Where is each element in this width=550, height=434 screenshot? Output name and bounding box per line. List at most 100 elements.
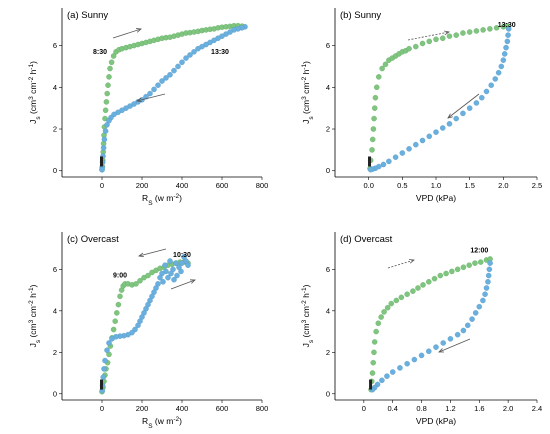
series-morning	[99, 259, 191, 395]
y-tick-label: 2	[53, 125, 57, 134]
data-point	[419, 137, 426, 144]
data-point	[505, 32, 511, 38]
direction-arrow	[387, 259, 415, 269]
data-point	[454, 331, 461, 338]
data-point	[160, 279, 166, 285]
time-annotation: 13:30	[498, 22, 516, 29]
y-axis-label: Js (cm3 cm-2 h-1)	[301, 284, 315, 347]
x-tick-label: 1.0	[431, 181, 441, 190]
y-tick-label: 6	[326, 265, 330, 274]
data-point	[466, 29, 473, 35]
data-point	[466, 262, 472, 268]
panel-label: (d) Overcast	[340, 234, 393, 245]
chart-panel-4: 0 0.4 0.8 1.2 1.6 2.0 2.4 0 2 4 6 (d) Overcast VPD (…	[301, 232, 542, 426]
x-axis-label: VPD (kPa)	[416, 193, 456, 203]
x-tick-label: 0	[100, 181, 104, 190]
data-point	[108, 59, 115, 65]
x-tick-label: 2.4	[532, 404, 542, 413]
data-point	[384, 304, 391, 311]
arrow-head	[447, 113, 453, 119]
data-point	[167, 258, 173, 264]
time-annotation: 12:00	[470, 248, 488, 255]
x-tick-label: 400	[176, 181, 189, 190]
y-tick-label: 6	[53, 41, 57, 50]
data-point	[370, 126, 377, 132]
data-point	[371, 105, 378, 111]
y-tick-label: 4	[326, 83, 330, 92]
data-point	[426, 38, 433, 45]
data-point	[476, 303, 483, 310]
x-tick-label: 0.0	[363, 181, 373, 190]
data-point	[501, 51, 508, 57]
data-point	[469, 316, 475, 322]
data-point	[419, 40, 426, 47]
data-point	[103, 99, 110, 105]
y-tick-label: 6	[53, 265, 57, 274]
data-point	[137, 277, 143, 284]
data-point	[379, 65, 385, 72]
data-point	[453, 32, 459, 38]
direction-arrow	[136, 93, 166, 102]
data-point	[151, 86, 157, 93]
data-point	[110, 53, 117, 59]
chart-panel-2: 0.0 0.5 1.0 1.5 2.0 2.5 0 2 4 6 (b) Sunny VPD (kPa)…	[301, 8, 542, 203]
x-tick-label: 1.5	[464, 181, 474, 190]
panel-label: (b) Sunny	[340, 10, 381, 21]
chart-panel-3: 0 200 400 600 800 0 2 4 6 (c) Overcast RS (w m-2) J…	[28, 232, 268, 430]
x-tick-label: 1.2	[445, 404, 455, 413]
time-annotation: 9:00	[113, 273, 127, 280]
data-point	[437, 272, 444, 279]
data-point	[162, 262, 168, 268]
data-point	[173, 260, 179, 266]
data-point	[460, 110, 466, 117]
data-point	[110, 326, 117, 333]
x-tick-label: 2.5	[532, 181, 542, 190]
series-afternoon	[99, 254, 191, 394]
y-tick-label: 0	[53, 166, 57, 175]
data-point	[477, 259, 484, 265]
data-point	[174, 272, 180, 279]
data-point	[460, 327, 467, 334]
y-tick-label: 0	[53, 389, 57, 398]
data-point	[449, 268, 455, 275]
data-point	[487, 260, 493, 266]
x-tick-label: 600	[216, 404, 229, 413]
chart-panel-1: 0 200 400 600 800 0 2 4 6 (a) Sunny RS (w m-2) Js (…	[28, 8, 268, 207]
data-point	[482, 291, 488, 297]
data-point	[102, 357, 108, 364]
data-point	[378, 314, 384, 320]
data-point	[479, 94, 485, 101]
data-point	[163, 75, 169, 81]
data-point	[486, 266, 493, 273]
data-point	[375, 320, 382, 327]
data-point	[389, 369, 396, 375]
data-point	[135, 322, 141, 329]
data-point	[372, 94, 379, 101]
data-point	[487, 26, 493, 32]
time-annotation: 13:30	[211, 49, 229, 56]
x-tick-label: 0.5	[397, 181, 407, 190]
data-point	[369, 147, 375, 153]
data-point	[369, 136, 376, 143]
arrow-head	[136, 97, 143, 103]
data-point	[175, 63, 181, 70]
data-point	[443, 270, 449, 277]
data-point	[488, 82, 494, 88]
data-point	[504, 38, 511, 45]
series-afternoon	[367, 26, 512, 173]
y-tick-label: 2	[326, 125, 330, 134]
data-point	[404, 360, 410, 367]
data-point	[440, 340, 446, 346]
data-point	[466, 105, 473, 111]
x-axis-label: VPD (kPa)	[416, 416, 456, 426]
data-point	[371, 339, 378, 345]
data-point	[398, 294, 405, 301]
data-point	[379, 377, 385, 384]
data-point	[480, 297, 486, 304]
y-tick-label: 0	[326, 389, 330, 398]
data-point	[413, 43, 419, 50]
arrow-head	[444, 30, 451, 36]
arrow-head	[438, 348, 445, 353]
x-tick-label: 0.4	[387, 404, 397, 413]
data-point	[492, 76, 499, 82]
